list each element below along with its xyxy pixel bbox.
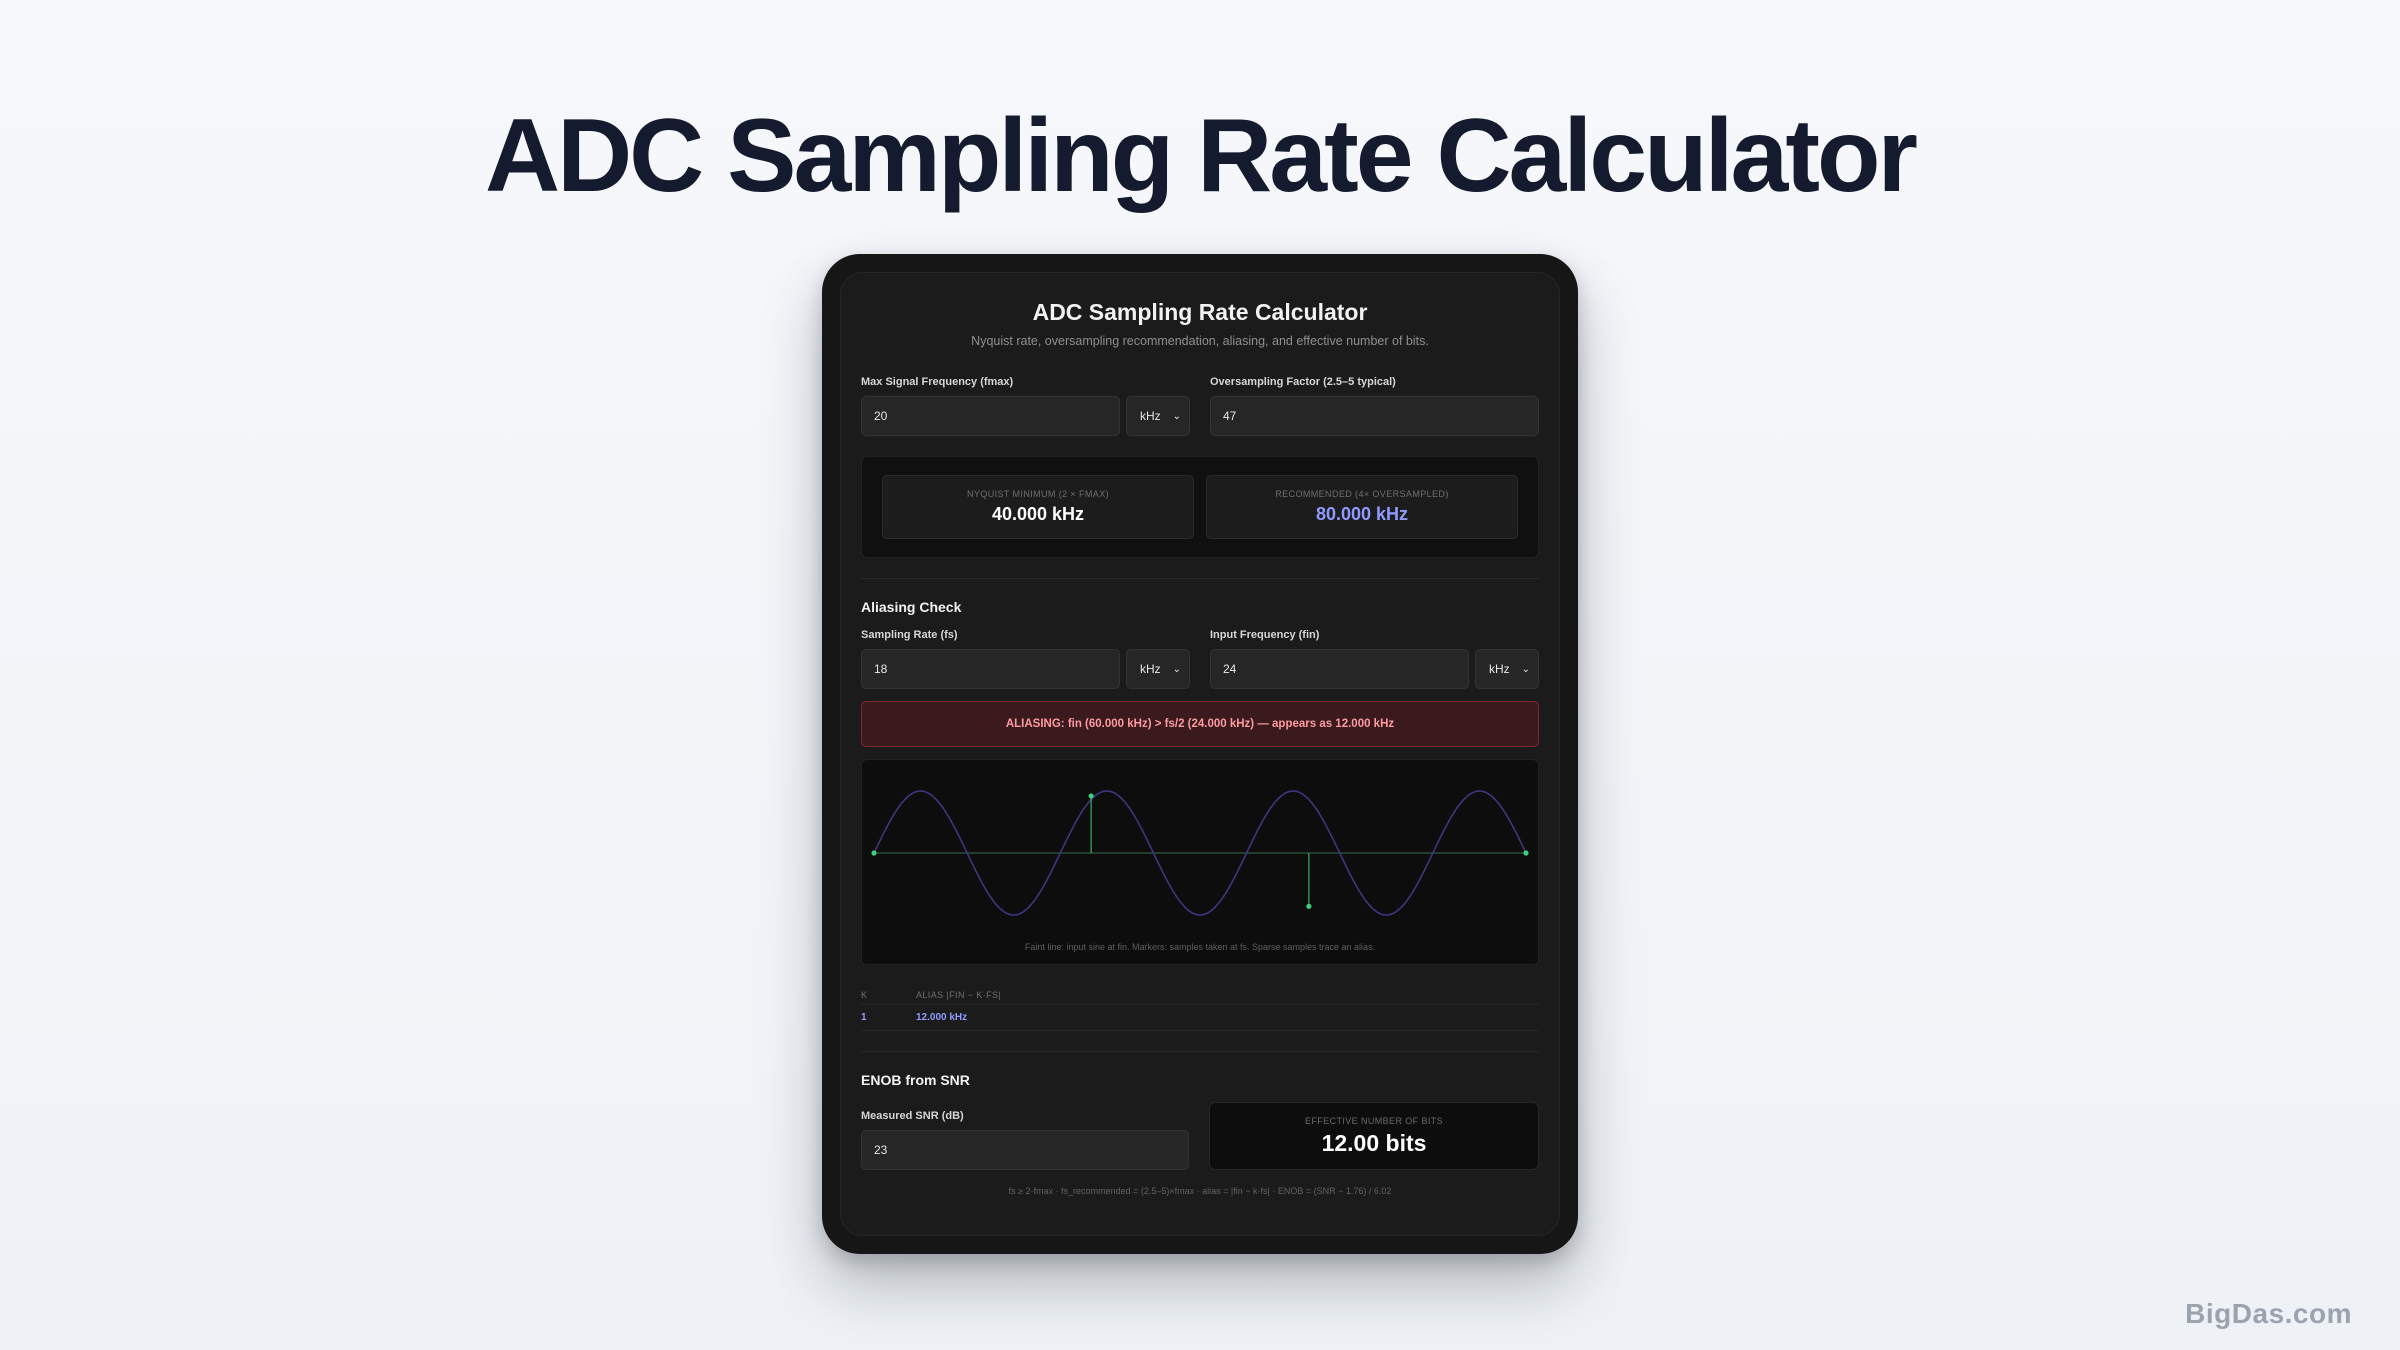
fmax-label: Max Signal Frequency (fmax) [861,376,1014,388]
app-title: ADC Sampling Rate Calculator [1032,299,1368,325]
recommended-value: 80.000 kHz [1315,504,1409,524]
table-header-alias: ALIAS |FIN − K·FS| [916,989,1002,1000]
waveform-svg [871,790,1529,916]
sample-marker-3 [1523,850,1529,856]
nyquist-min-card: NYQUIST MINIMUM (2 × FMAX) 40.000 kHz [882,475,1194,539]
divider [861,1051,1539,1052]
fin-unit-label: kHz [1489,662,1510,676]
aliasing-alert: ALIASING: fin (60.000 kHz) > fs/2 (24.00… [861,701,1539,747]
brand-watermark: BigDas.com [2185,1298,2352,1329]
hero-title: ADC Sampling Rate Calculator [484,98,1918,214]
recommended-card: RECOMMENDED (4× OVERSAMPLED) 80.000 kHz [1206,475,1518,539]
table-row: 1 12.000 kHz [861,1005,1539,1031]
nyquist-min-value: 40.000 kHz [991,504,1085,524]
table-cell-alias: 12.000 kHz [916,1012,968,1023]
enob-row: Measured SNR (dB) 23 EFFECTIVE NUMBER OF… [861,1102,1539,1170]
chevron-down-icon: ⌄ [1521,663,1530,675]
fin-label: Input Frequency (fin) [1210,629,1320,641]
table-header: K ALIAS |FIN − K·FS| [861,985,1539,1005]
snr-label: Measured SNR (dB) [861,1110,964,1122]
nyquist-results-panel: NYQUIST MINIMUM (2 × FMAX) 40.000 kHz RE… [861,456,1539,558]
fmax-input[interactable]: 20 [861,396,1120,436]
chevron-down-icon: ⌄ [1172,410,1181,422]
table-header-k: K [861,989,868,1000]
fmax-unit-label: kHz [1140,409,1161,423]
table-cell-k: 1 [861,1012,867,1023]
oversampling-label: Oversampling Factor (2.5–5 typical) [1210,376,1396,388]
formula-footnote: fs ≥ 2·fmax · fs_recommended = (2.5–5)×f… [1008,1186,1392,1196]
fmax-unit-select[interactable]: kHz ⌄ [1126,396,1190,436]
fin-input[interactable]: 24 [1210,649,1469,689]
alias-table: K ALIAS |FIN − K·FS| 1 12.000 kHz [861,985,1539,1031]
chevron-down-icon: ⌄ [1172,663,1181,675]
enob-result-label: EFFECTIVE NUMBER OF BITS [1304,1115,1444,1126]
sample-marker-2 [1306,903,1312,909]
fs-input[interactable]: 18 [861,649,1120,689]
snr-input[interactable]: 23 [861,1130,1189,1170]
fin-unit-select[interactable]: kHz ⌄ [1475,649,1539,689]
aliasing-title: Aliasing Check [861,599,962,615]
divider [861,578,1539,579]
nyquist-inputs: Max Signal Frequency (fmax) 20 kHz ⌄ Ove… [861,376,1539,436]
fs-unit-label: kHz [1140,662,1161,676]
fs-label: Sampling Rate (fs) [861,629,958,641]
tablet-frame: ADC Sampling Rate Calculator Nyquist rat… [822,254,1578,1254]
chart-caption: Faint line: input sine at fin. Markers: … [1024,942,1376,952]
aliasing-inputs: Sampling Rate (fs) 18 kHz ⌄ Input Freque… [861,629,1539,689]
recommended-label: RECOMMENDED (4× OVERSAMPLED) [1275,489,1449,499]
waveform-chart: Faint line: input sine at fin. Markers: … [861,759,1539,965]
enob-result-value: 12.00 bits [1321,1129,1427,1156]
app-subtitle: Nyquist rate, oversampling recommendatio… [971,334,1429,348]
enob-title: ENOB from SNR [861,1072,970,1088]
oversampling-input[interactable]: 47 [1210,396,1539,436]
sample-marker-0 [871,850,877,856]
app-screen: ADC Sampling Rate Calculator Nyquist rat… [840,272,1560,1236]
fs-unit-select[interactable]: kHz ⌄ [1126,649,1190,689]
nyquist-min-label: NYQUIST MINIMUM (2 × FMAX) [967,489,1109,499]
sample-marker-1 [1088,793,1094,799]
input-sine-line [873,790,1527,916]
enob-result-card: EFFECTIVE NUMBER OF BITS 12.00 bits [1209,1102,1539,1170]
